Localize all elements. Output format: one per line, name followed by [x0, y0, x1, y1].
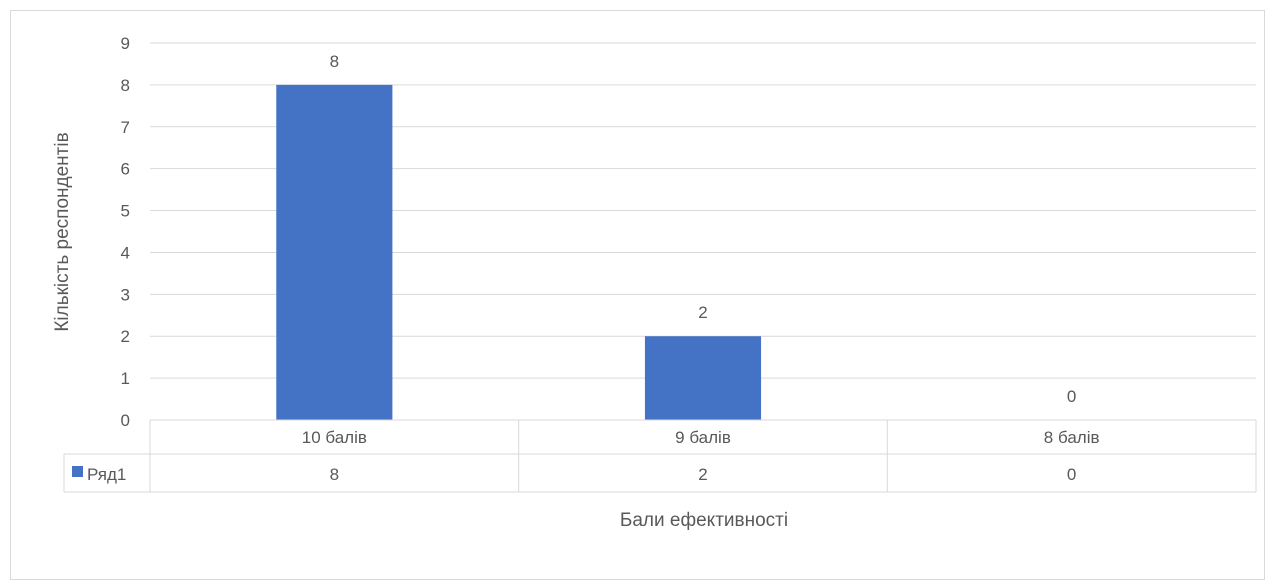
- y-tick-label: 2: [121, 327, 130, 346]
- data-label: 2: [698, 303, 707, 322]
- y-tick-label: 6: [121, 160, 130, 179]
- table-value: 8: [330, 465, 339, 484]
- data-table: 10 балів 8 9 балів 2 8 балів 0 Ряд1: [64, 420, 1256, 492]
- data-label: 0: [1067, 387, 1076, 406]
- y-tick-label: 1: [121, 369, 130, 388]
- y-axis-title: Кількість респондентів: [52, 132, 73, 331]
- y-tick-label: 8: [121, 76, 130, 95]
- table-value: 0: [1067, 465, 1076, 484]
- x-tick-label: 10 балів: [302, 428, 367, 447]
- legend-label: Ряд1: [87, 465, 126, 484]
- bar: [276, 85, 392, 420]
- y-tick-label: 3: [121, 285, 130, 304]
- y-tick-label: 5: [121, 202, 130, 221]
- legend-swatch: [72, 466, 83, 477]
- bar: [645, 336, 761, 420]
- y-tick-label: 4: [121, 243, 130, 262]
- y-tick-label: 9: [121, 34, 130, 53]
- y-tick-label: 7: [121, 118, 130, 137]
- x-tick-label: 9 балів: [675, 428, 731, 447]
- y-tick-label: 0: [121, 411, 130, 430]
- data-label: 8: [330, 52, 339, 71]
- table-value: 2: [698, 465, 707, 484]
- x-tick-label: 8 балів: [1044, 428, 1100, 447]
- x-axis-title: Бали ефективності: [620, 510, 788, 531]
- y-tick-labels: 0 1 2 3 4 5 6 7 8 9: [121, 34, 130, 430]
